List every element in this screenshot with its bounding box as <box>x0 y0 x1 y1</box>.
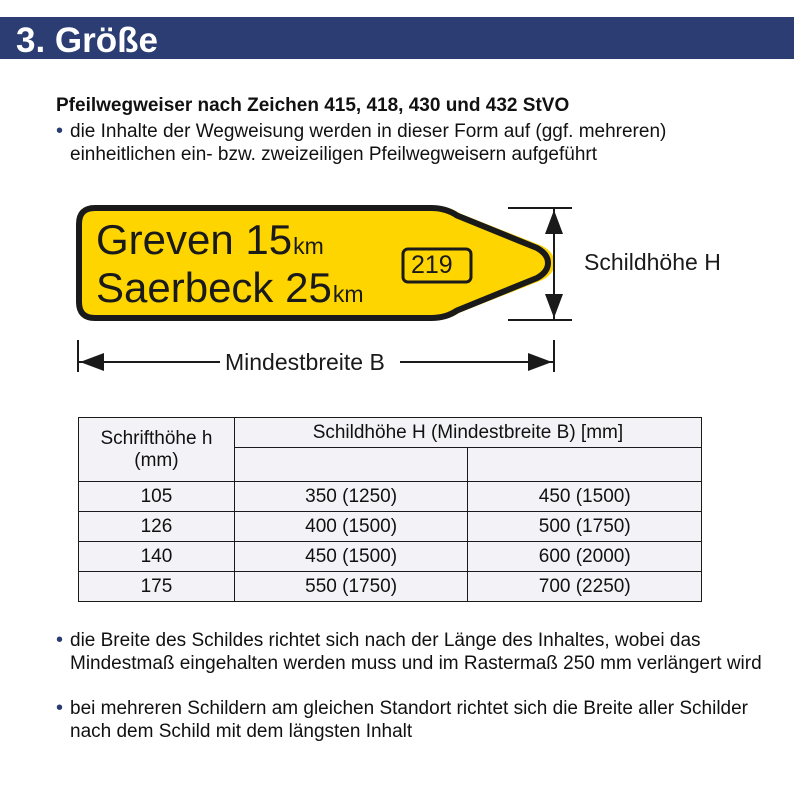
svg-text:Saerbeck 25km: Saerbeck 25km <box>96 264 364 311</box>
svg-text:Greven 15km: Greven 15km <box>96 216 324 263</box>
svg-text:219: 219 <box>411 251 453 279</box>
